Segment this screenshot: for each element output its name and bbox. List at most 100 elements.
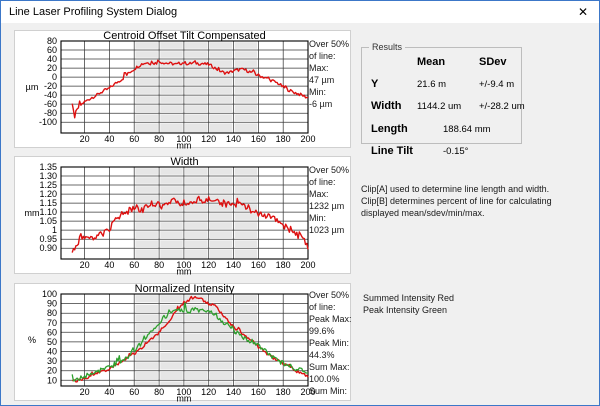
x-tick-label: 120	[201, 260, 216, 270]
results-row-linetilt-value: -0.15°	[443, 146, 469, 157]
annot-line: Max:	[309, 63, 329, 73]
y-tick-label: 80	[47, 36, 57, 46]
x-unit-label: mm	[176, 394, 191, 403]
y-tick-label: 60	[47, 327, 57, 337]
y-tick-label: -60	[44, 99, 57, 109]
annot-line: 47 µm	[309, 75, 335, 85]
chart-annotation-intensity: Over 50% of line: Peak Max: 99.6% Peak M…	[309, 289, 352, 397]
x-tick-label: 180	[276, 260, 291, 270]
x-tick-label: 100	[176, 134, 191, 144]
y-tick-label: -20	[44, 81, 57, 91]
annot-line: 44.3%	[309, 350, 335, 360]
y-tick-label: 0.95	[39, 234, 57, 244]
annot-line: 99.6%	[309, 326, 335, 336]
annot-line: 1232 µm	[309, 201, 345, 211]
chart-title: Width	[170, 157, 198, 168]
close-icon[interactable]: ✕	[577, 5, 589, 19]
annot-line: Min:	[309, 213, 327, 223]
x-tick-label: 120	[201, 134, 216, 144]
x-tick-label: 180	[276, 134, 291, 144]
results-row-length-value: 188.64 mm	[443, 123, 491, 135]
x-tick-label: 160	[251, 134, 266, 144]
chart-annotation-centroid: Over 50% of line: Max: 47 µm Min: -6 µm	[309, 38, 351, 110]
chart-panel-normalized-intensity: Normalized Intensity 100 90 80 70 60 50 40 30 20 1…	[14, 283, 352, 403]
x-tick-label: 200	[300, 387, 315, 397]
annot-line: Over 50%	[309, 39, 350, 49]
y-tick-label: 1	[52, 225, 57, 235]
y-unit-label: %	[28, 335, 36, 345]
x-tick-label: 180	[276, 387, 291, 397]
x-unit-label: mm	[176, 267, 191, 276]
y-tick-label: 50	[47, 337, 57, 347]
x-tick-label: 100	[176, 260, 191, 270]
y-unit-label: mm	[25, 208, 40, 218]
y-tick-label: 1.35	[39, 162, 57, 172]
results-table: Mean SDev Y 21.6 m +/-9.4 m Width 1144.2…	[362, 48, 525, 168]
y-unit-label: µm	[26, 82, 39, 92]
y-tick-label: 1.10	[39, 207, 57, 217]
x-tick-label: 140	[226, 260, 241, 270]
x-tick-label: 80	[154, 134, 164, 144]
chart-normalized-intensity: Normalized Intensity10090807060504030201…	[28, 284, 316, 403]
annot-line: -6 µm	[309, 99, 333, 109]
results-row-length-label: Length	[371, 122, 408, 135]
x-tick-label: 20	[80, 260, 90, 270]
annot-line: of line:	[309, 51, 336, 61]
x-unit-label: mm	[176, 141, 191, 150]
chart-title: Centroid Offset Tilt Compensated	[103, 31, 265, 42]
annot-line: Peak Min:	[309, 338, 350, 348]
x-tick-label: 200	[300, 134, 315, 144]
x-tick-label: 20	[80, 134, 90, 144]
annot-line: Over 50%	[309, 290, 350, 300]
x-tick-label: 120	[201, 387, 216, 397]
results-row-y-sdev: +/-9.4 m	[479, 78, 515, 90]
x-tick-label: 140	[226, 134, 241, 144]
results-row-width-sdev: +/-28.2 um	[479, 101, 525, 112]
results-row-y-mean: 21.6 m	[417, 78, 447, 90]
results-header-mean: Mean	[417, 56, 446, 68]
results-legend: Results	[369, 42, 406, 52]
y-tick-label: 1.30	[39, 171, 57, 181]
annot-line: Sum Max:	[309, 362, 350, 372]
annot-line: 1023 µm	[309, 225, 345, 235]
y-tick-label: -100	[39, 117, 57, 127]
y-tick-label: 40	[47, 54, 57, 64]
y-tick-label: 1.15	[39, 198, 57, 208]
y-tick-label: 20	[47, 63, 57, 73]
results-header-sdev: SDev	[479, 56, 507, 68]
x-tick-label: 140	[226, 387, 241, 397]
chart-panel-width: Width 1.35 1.30 1.25 1.20 1.15 1.10 1.05 1 0.95 0.…	[14, 156, 351, 276]
x-tick-label: 160	[251, 387, 266, 397]
annot-line: Sum Min:	[309, 386, 348, 396]
x-tick-label: 100	[176, 387, 191, 397]
chart-panel-centroid-offset: Centroid Offset Tilt Compensated 80 60 40 20…	[14, 30, 351, 150]
y-tick-label: 20	[47, 366, 57, 376]
series-centroid-offset	[71, 59, 309, 119]
x-tick-label: 80	[154, 387, 164, 397]
series-color-legend-note: Summed Intensity Red Peak Intensity Gree…	[363, 293, 455, 315]
annot-line: of line:	[309, 302, 336, 312]
y-tick-label: -40	[44, 90, 57, 100]
x-tick-label: 200	[300, 260, 315, 270]
chart-title: Normalized Intensity	[135, 284, 235, 295]
y-tick-label: 40	[47, 347, 57, 357]
chart-annotation-width: Over 50% of line: Max: 1232 µm Min: 1023…	[309, 164, 351, 236]
y-tick-label: 0.90	[39, 243, 57, 253]
x-tick-label: 60	[129, 134, 139, 144]
series-peak-intensity	[71, 302, 309, 382]
title-bar: Line Laser Profiling System Dialog ✕	[1, 1, 599, 23]
results-row-width-label: Width	[371, 100, 402, 112]
clip-description-note: Clip[A] used to determine line length an…	[361, 184, 552, 218]
chart-centroid-offset: Centroid Offset Tilt Compensated80604020…	[26, 31, 316, 150]
y-tick-label: 80	[47, 308, 57, 318]
results-row-linetilt-label: Line Tilt	[371, 145, 413, 157]
y-tick-label: 70	[47, 318, 57, 328]
annot-line: Min:	[309, 87, 327, 97]
x-tick-label: 20	[80, 387, 90, 397]
y-tick-label: 10	[47, 375, 57, 385]
dialog-client-area: Centroid Offset Tilt Compensated 80 60 40 20…	[2, 23, 598, 405]
results-row-width-mean: 1144.2 um	[417, 101, 462, 112]
results-row-y-label: Y	[371, 77, 379, 90]
annot-line: 100.0%	[309, 374, 340, 384]
